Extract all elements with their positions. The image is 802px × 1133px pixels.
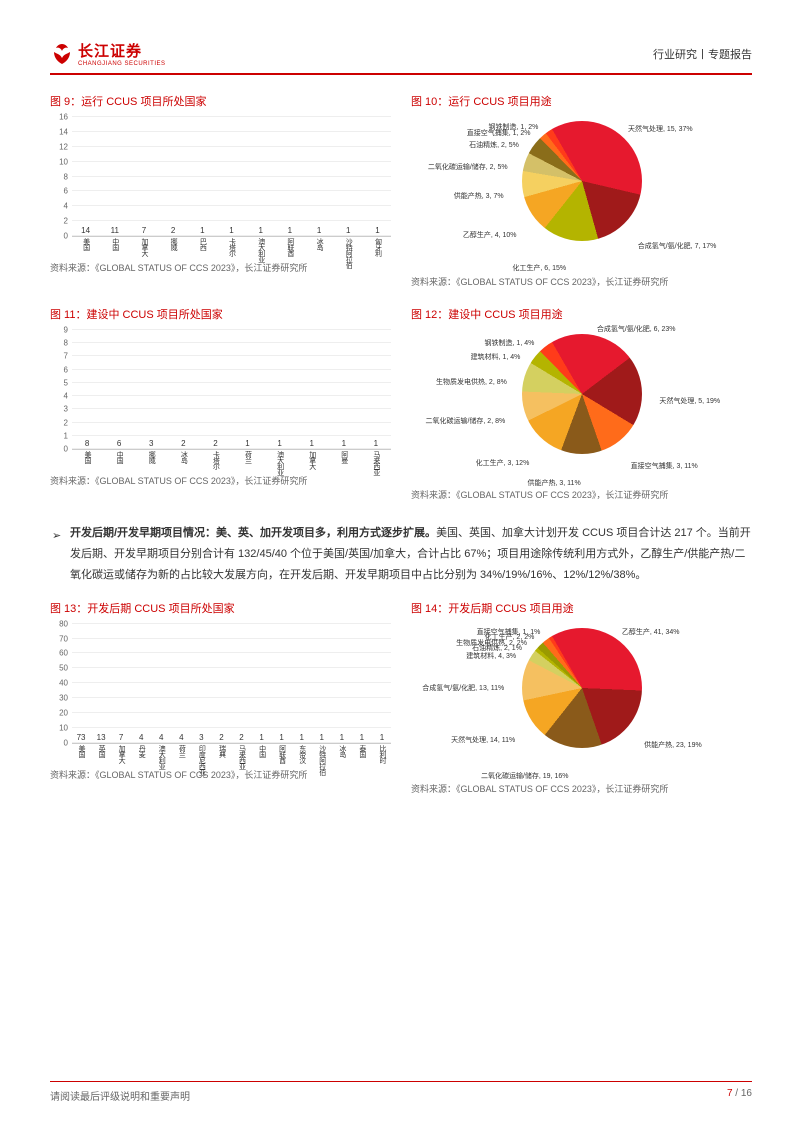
logo-text: 长江证券 (78, 40, 166, 61)
chart-9: 024681012141614美国11中国7加拿大2挪威1巴西1卡塔尔1澳大利亚… (72, 117, 391, 237)
chart-12-source: 资料来源：《GLOBAL STATUS OF CCS 2023》，长江证券研究所 (411, 488, 752, 501)
chart-9-box: 图 9：运行 CCUS 项目所处国家 024681012141614美国11中国… (50, 93, 391, 300)
chart-14-box: 图 14：开发后期 CCUS 项目用途 乙醇生产, 41, 34%供能产热, 2… (411, 600, 752, 807)
header-category: 行业研究丨专题报告 (653, 46, 752, 62)
chart-11-box: 图 11：建设中 CCUS 项目所处国家 01234567898美国6中国3挪威… (50, 306, 391, 513)
chart-11-title: 图 11：建设中 CCUS 项目所处国家 (50, 306, 391, 322)
chart-10: 天然气处理, 15, 37%合成氢气/氨/化肥, 7, 17%化工生产, 6, … (411, 121, 752, 271)
logo-icon (50, 42, 74, 66)
chart-11: 01234567898美国6中国3挪威2冰岛2卡塔尔1荷兰1澳大利亚1加拿大1阿… (72, 330, 391, 450)
chart-12-title: 图 12：建设中 CCUS 项目用途 (411, 306, 752, 322)
chart-9-title: 图 9：运行 CCUS 项目所处国家 (50, 93, 391, 109)
body-paragraph: ➢ 开发后期/开发早期项目情况：美、英、加开发项目多，利用方式逐步扩展。美国、英… (70, 523, 752, 586)
para-lead: 开发后期/开发早期项目情况：美、英、加开发项目多，利用方式逐步扩展。 (70, 527, 436, 539)
chart-12: 合成氢气/氨/化肥, 6, 23%天然气处理, 5, 19%直接空气捕集, 3,… (411, 334, 752, 484)
page-number: 7 / 16 (727, 1088, 752, 1103)
chart-12-box: 图 12：建设中 CCUS 项目用途 合成氢气/氨/化肥, 6, 23%天然气处… (411, 306, 752, 513)
logo: 长江证券 CHANGJIANG SECURITIES (50, 40, 166, 67)
chart-9-source: 资料来源：《GLOBAL STATUS OF CCS 2023》，长江证券研究所 (50, 261, 391, 274)
chart-11-source: 资料来源：《GLOBAL STATUS OF CCS 2023》，长江证券研究所 (50, 474, 391, 487)
chart-13-title: 图 13：开发后期 CCUS 项目所处国家 (50, 600, 391, 616)
chart-10-source: 资料来源：《GLOBAL STATUS OF CCS 2023》，长江证券研究所 (411, 275, 752, 288)
chart-14-title: 图 14：开发后期 CCUS 项目用途 (411, 600, 752, 616)
footer-disclaimer: 请阅读最后评级说明和重要声明 (50, 1088, 190, 1103)
page-header: 长江证券 CHANGJIANG SECURITIES 行业研究丨专题报告 (50, 40, 752, 75)
page-footer: 请阅读最后评级说明和重要声明 7 / 16 (50, 1081, 752, 1103)
chart-10-title: 图 10：运行 CCUS 项目用途 (411, 93, 752, 109)
bullet-icon: ➢ (52, 526, 61, 547)
chart-13-box: 图 13：开发后期 CCUS 项目所处国家 010203040506070807… (50, 600, 391, 807)
chart-13: 0102030405060708073美国13英国7加拿大4丹麦4澳大利亚4荷兰… (72, 624, 391, 744)
chart-10-box: 图 10：运行 CCUS 项目用途 天然气处理, 15, 37%合成氢气/氨/化… (411, 93, 752, 300)
chart-14-source: 资料来源：《GLOBAL STATUS OF CCS 2023》，长江证券研究所 (411, 782, 752, 795)
chart-13-source: 资料来源：《GLOBAL STATUS OF CCS 2023》，长江证券研究所 (50, 768, 391, 781)
chart-14: 乙醇生产, 41, 34%供能产热, 23, 19%二氧化碳运输/储存, 19,… (411, 628, 752, 778)
logo-subtitle: CHANGJIANG SECURITIES (78, 61, 166, 67)
